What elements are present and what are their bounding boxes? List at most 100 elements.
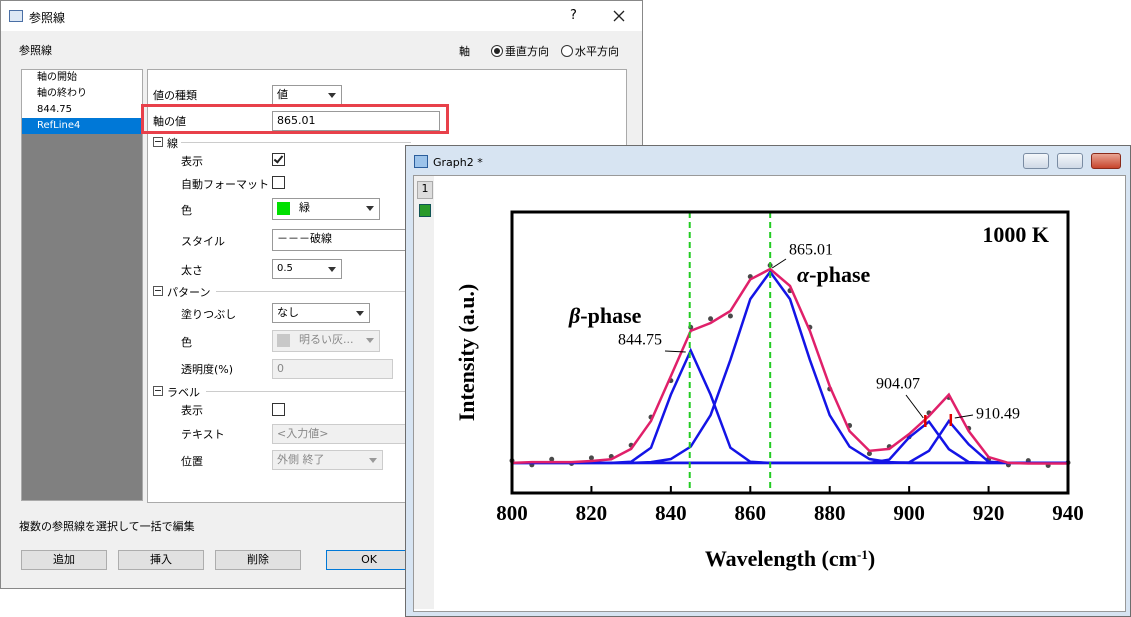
minimize-button[interactable] [1023, 153, 1049, 169]
x-tick-label: 800 [496, 501, 528, 525]
section-header[interactable]: 線 [153, 135, 178, 151]
radio[interactable] [561, 45, 573, 57]
add-button[interactable]: 追加 [21, 550, 107, 570]
section-header[interactable]: パターン [153, 284, 210, 300]
list-item[interactable]: 軸の開始 [22, 70, 142, 86]
x-axis-label-part: -1 [857, 547, 868, 562]
dropdown[interactable]: 値 [272, 85, 342, 105]
color-swatch [277, 334, 290, 347]
field-label: 色 [181, 204, 192, 217]
temperature-label: 1000 K [982, 222, 1049, 247]
section-title: ラベル [167, 386, 200, 399]
close-button[interactable] [1091, 153, 1121, 169]
peak-label: 910.49 [976, 406, 1020, 423]
header-label: 参照線 [19, 44, 52, 57]
insert-button[interactable]: 挿入 [118, 550, 204, 570]
x-tick-label: 840 [655, 501, 687, 525]
axis-option[interactable]: 垂直方向 [491, 43, 549, 59]
field-label: 自動フォーマット [181, 178, 269, 191]
peak-label: 865.01 [789, 242, 833, 259]
chart: 800 820 840 860 880 900 920 940 Wavelength (cm-1… [454, 210, 1084, 571]
help-button[interactable]: ? [570, 8, 577, 23]
layer-tab[interactable]: 1 [417, 181, 433, 199]
phase-text: -phase [809, 262, 870, 287]
list-item[interactable]: 軸の終わり [22, 86, 142, 102]
field-label: 軸の値 [153, 115, 186, 128]
y-axis-label: Intensity (a.u.) [454, 284, 479, 422]
reference-line-list: 軸の開始 軸の終わり 844.75 RefLine4 [21, 69, 143, 501]
data-point [708, 316, 714, 322]
field-label: スタイル [181, 235, 225, 248]
label-leader [905, 394, 924, 419]
graph-window: Graph2 * 1 800 820 840 860 880 900 920 940 Wavel… [405, 145, 1131, 617]
field-label: 表示 [181, 155, 203, 168]
text-input: <入力値> [272, 424, 418, 444]
list-item[interactable]: RefLine4 [22, 118, 142, 134]
data-point [549, 456, 555, 462]
field-value: 外側 終了 [277, 453, 325, 466]
field-label: 位置 [181, 455, 203, 468]
separator [216, 291, 411, 292]
label-leader [954, 414, 974, 419]
app-icon [9, 10, 23, 22]
text-input[interactable]: 865.01 [272, 111, 440, 131]
section-title: パターン [167, 286, 211, 299]
field-value: 0 [277, 362, 284, 375]
data-point [727, 313, 733, 319]
x-axis-label-part: Wavelength (cm [705, 546, 857, 571]
field-label: 色 [181, 336, 192, 349]
color-dropdown[interactable]: 緑 [272, 198, 380, 220]
field-value: なし [277, 306, 299, 319]
close-button[interactable] [613, 10, 625, 22]
field-label: 塗りつぶし [181, 308, 237, 321]
x-tick-label: 860 [735, 501, 767, 525]
ok-button[interactable]: OK [326, 550, 412, 570]
field-label: 透明度(%) [181, 363, 234, 376]
peak-label: 844.75 [618, 332, 662, 349]
section-header[interactable]: ラベル [153, 384, 200, 400]
dialog-title: 参照線 [29, 11, 66, 25]
x-axis-label: Wavelength (cm-1) [705, 546, 875, 571]
field-value: －－－破線 [277, 232, 332, 245]
checkbox[interactable] [272, 153, 285, 166]
field-value: 明るい灰... [299, 333, 354, 346]
radio[interactable] [491, 45, 503, 57]
layer-icon[interactable] [419, 204, 431, 217]
color-dropdown: 明るい灰... [272, 330, 380, 352]
option-label: 垂直方向 [505, 45, 549, 58]
axis-label: 軸 [459, 45, 470, 58]
title-bar: 参照線 ? [1, 1, 642, 31]
list-item[interactable]: 844.75 [22, 102, 142, 118]
maximize-button[interactable] [1057, 153, 1083, 169]
field-value: 値 [277, 88, 288, 101]
axis-option[interactable]: 水平方向 [561, 43, 619, 59]
window-icon [414, 155, 428, 168]
window-title: Graph2 * [433, 156, 483, 169]
dropdown[interactable]: 0.5 [272, 259, 342, 279]
peak-label: 904.07 [876, 376, 920, 393]
series-line [512, 418, 1068, 465]
field-value: 0.5 [277, 263, 293, 274]
x-axis-label-part: ) [868, 546, 875, 571]
dropdown[interactable]: なし [272, 303, 370, 323]
color-swatch [277, 202, 290, 215]
series-line [512, 269, 1068, 465]
field-value: 865.01 [277, 114, 316, 127]
section-title: 線 [167, 137, 178, 150]
x-tick-label: 880 [814, 501, 846, 525]
x-tick-label: 900 [893, 501, 925, 525]
layer-bar [414, 176, 434, 609]
checkbox[interactable] [272, 176, 285, 189]
separator [181, 142, 411, 143]
data-point [588, 455, 594, 461]
series-line [511, 267, 1068, 465]
phase-symbol: α [797, 262, 810, 287]
checkbox[interactable] [272, 403, 285, 416]
option-label: 水平方向 [575, 45, 619, 58]
label-leader [771, 258, 787, 269]
delete-button[interactable]: 削除 [215, 550, 301, 570]
note: 複数の参照線を選択して一括で編集 [19, 520, 195, 533]
style-dropdown[interactable]: －－－破線 [272, 229, 418, 251]
field-value: 緑 [299, 201, 310, 214]
